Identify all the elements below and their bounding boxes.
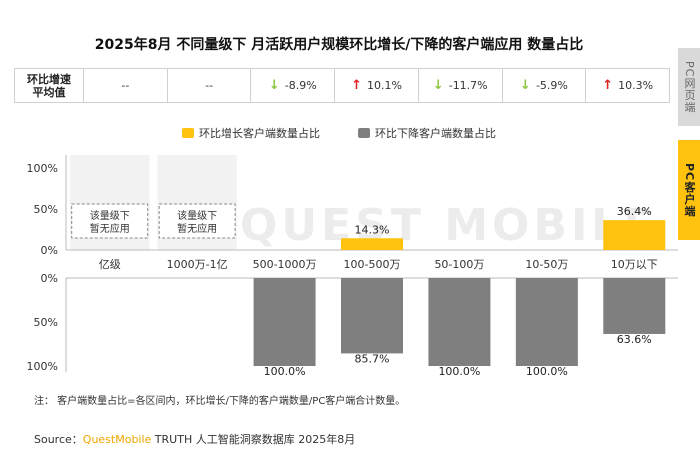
chart-legend: 环比增长客户端数量占比 环比下降客户端数量占比	[0, 125, 678, 141]
average-growth-header: 环比增速 平均值	[15, 69, 84, 102]
arrow-up-icon: ↑	[351, 78, 362, 93]
y-tick-label: 50%	[34, 203, 58, 216]
y-tick-label: 0%	[41, 244, 58, 257]
average-growth-cell: --	[84, 69, 168, 102]
x-tick-label: 100-500万	[344, 258, 401, 271]
no-app-box	[71, 203, 149, 239]
average-growth-value: -11.7%	[448, 79, 488, 92]
chart-title: 2025年8月 不同量级下 月活跃用户规模环比增长/下降的客户端应用 数量占比	[94, 37, 584, 53]
average-growth-cell: ↓ -8.9%	[251, 69, 336, 102]
no-app-label: 该量级下	[177, 209, 217, 222]
source-prefix: Source：	[34, 433, 83, 446]
bar-growth	[341, 238, 403, 250]
tab-pc-web[interactable]: PC网页端	[678, 48, 700, 126]
bar-decline	[515, 278, 578, 366]
x-tick-label: 1000万-1亿	[167, 258, 228, 271]
average-growth-cell: --	[168, 69, 252, 102]
legend-swatch-decline	[358, 128, 370, 138]
data-label-growth: 14.3%	[355, 223, 390, 236]
x-tick-label: 亿级	[99, 258, 121, 271]
arrow-up-icon: ↑	[602, 78, 614, 93]
bar-decline	[341, 278, 403, 354]
no-app-box	[158, 203, 236, 239]
average-growth-value: -5.9%	[535, 79, 568, 92]
footnote: 注： 客户端数量占比=各区间内，环比增长/下降的客户端数量/PC客户端合计数量。	[34, 396, 406, 407]
x-tick-label: 10-50万	[525, 258, 568, 271]
bar-decline	[428, 278, 491, 366]
average-growth-cell: ↑ 10.3%	[586, 69, 669, 102]
data-label-decline: 100.0%	[438, 365, 480, 378]
y-tick-label: 100%	[27, 360, 58, 373]
x-tick-label: 10万以下	[611, 258, 658, 271]
no-app-label: 暂无应用	[177, 222, 217, 235]
legend-swatch-growth	[182, 128, 194, 138]
average-growth-cell: ↑ 10.1%	[335, 69, 419, 102]
source-brand: QuestMobile	[82, 433, 152, 446]
y-tick-label: 100%	[27, 162, 58, 175]
data-label-decline: 100.0%	[526, 365, 568, 378]
no-app-label: 该量级下	[90, 209, 130, 222]
no-app-label: 暂无应用	[90, 222, 130, 235]
average-growth-cell: ↓ -11.7%	[419, 69, 503, 102]
data-label-decline: 85.7%	[355, 352, 390, 365]
source-line: Source：QuestMobile TRUTH 人工智能洞察数据库 2025年…	[34, 431, 355, 447]
average-growth-cell: ↓ -5.9%	[503, 69, 587, 102]
x-tick-label: 50-100万	[434, 258, 484, 271]
legend-item-growth: 环比增长客户端数量占比	[182, 125, 320, 141]
x-tick-label: 500-1000万	[253, 258, 317, 271]
y-tick-label: 0%	[41, 272, 58, 285]
data-label-decline: 100.0%	[264, 365, 306, 378]
bar-decline	[253, 278, 316, 366]
average-growth-value: 10.1%	[366, 79, 402, 92]
bar-decline	[603, 278, 666, 334]
average-growth-row: 环比增速 平均值 -- -- ↓ -8.9% ↑ 10.1% ↓ -11.7% ↓ -5…	[14, 68, 670, 103]
arrow-down-icon: ↓	[432, 78, 444, 93]
tab-pc-client[interactable]: PC客户端	[678, 140, 700, 240]
average-growth-value: --	[205, 79, 214, 92]
average-growth-value: --	[121, 79, 130, 92]
average-growth-value: -8.9%	[284, 79, 317, 92]
data-label-growth: 36.4%	[617, 205, 652, 218]
y-tick-label: 50%	[34, 316, 58, 329]
legend-item-decline: 环比下降客户端数量占比	[358, 125, 496, 141]
average-growth-value: 10.3%	[618, 79, 654, 92]
bar-growth	[603, 220, 666, 250]
watermark-logo: QUEST MOBILE	[240, 200, 658, 251]
data-label-decline: 63.6%	[617, 333, 652, 346]
source-suffix: TRUTH 人工智能洞察数据库 2025年8月	[151, 433, 356, 446]
legend-label-growth: 环比增长客户端数量占比	[199, 127, 320, 140]
arrow-down-icon: ↓	[520, 78, 531, 93]
legend-label-decline: 环比下降客户端数量占比	[375, 127, 496, 140]
arrow-down-icon: ↓	[268, 78, 280, 93]
